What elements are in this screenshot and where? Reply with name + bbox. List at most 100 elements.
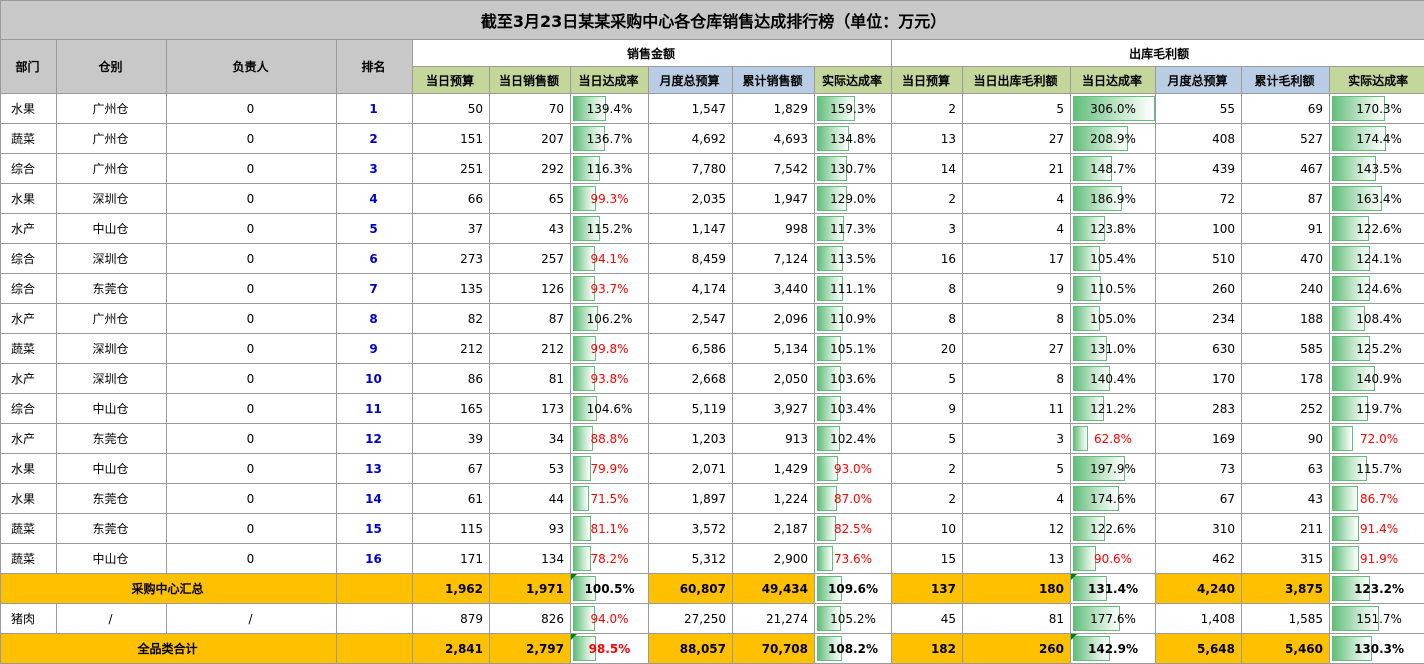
rate-value: 139.4%: [574, 102, 645, 116]
header-cum-sales: 累计销售额: [733, 67, 815, 94]
rank-cell: 9: [337, 334, 413, 364]
profit-cum-cell: 467: [1242, 154, 1330, 184]
day-budget-cell: 171: [413, 544, 490, 574]
owner-cell: 0: [167, 184, 337, 214]
owner-cell: 0: [167, 244, 337, 274]
dept-cell: 水产: [1, 364, 57, 394]
profit-day-cell: 13: [963, 544, 1071, 574]
day-sales-cell: 173: [490, 394, 571, 424]
rate-value: 86.7%: [1333, 492, 1424, 506]
actual-rate-cell: 108.2%: [815, 634, 892, 664]
profit-day-rate-cell: 105.4%: [1071, 244, 1156, 274]
owner-cell: 0: [167, 334, 337, 364]
day-rate-cell: 136.7%: [571, 124, 649, 154]
day-rate-cell: 116.3%: [571, 154, 649, 184]
actual-rate-cell: 134.8%: [815, 124, 892, 154]
profit-day-rate-cell: 142.9%: [1071, 634, 1156, 664]
profit-cum-cell: 470: [1242, 244, 1330, 274]
profit-cum-cell: 585: [1242, 334, 1330, 364]
owner-cell: /: [167, 604, 337, 634]
cum-sales-cell: 49,434: [733, 574, 815, 604]
month-budget-cell: 5,312: [649, 544, 733, 574]
rate-value: 93.7%: [574, 282, 645, 296]
rank-cell: 13: [337, 454, 413, 484]
rate-value: 117.3%: [818, 222, 888, 236]
month-budget-cell: 3,572: [649, 514, 733, 544]
owner-cell: 0: [167, 484, 337, 514]
day-budget-cell: 1,962: [413, 574, 490, 604]
cum-sales-cell: 1,947: [733, 184, 815, 214]
profit-cum-cell: 527: [1242, 124, 1330, 154]
profit-day-budget-cell: 2: [892, 184, 963, 214]
profit-month-budget-cell: 630: [1156, 334, 1242, 364]
profit-day-cell: 5: [963, 454, 1071, 484]
rate-value: 81.1%: [574, 522, 645, 536]
cum-sales-cell: 2,187: [733, 514, 815, 544]
rate-value: 103.6%: [818, 372, 888, 386]
dept-cell: 水产: [1, 424, 57, 454]
month-budget-cell: 27,250: [649, 604, 733, 634]
profit-day-budget-cell: 8: [892, 304, 963, 334]
rate-value: 82.5%: [818, 522, 888, 536]
profit-day-budget-cell: 13: [892, 124, 963, 154]
actual-rate-cell: 102.4%: [815, 424, 892, 454]
profit-month-budget-cell: 67: [1156, 484, 1242, 514]
cum-sales-cell: 1,429: [733, 454, 815, 484]
rate-value: 151.7%: [1333, 612, 1424, 626]
month-budget-cell: 60,807: [649, 574, 733, 604]
header-rank: 排名: [337, 40, 413, 94]
profit-day-cell: 8: [963, 364, 1071, 394]
header-profit-day-budget: 当日预算: [892, 67, 963, 94]
rank-cell: 7: [337, 274, 413, 304]
profit-day-budget-cell: 2: [892, 94, 963, 124]
profit-day-cell: 4: [963, 214, 1071, 244]
rank-cell-blank: [337, 604, 413, 634]
day-rate-cell: 94.1%: [571, 244, 649, 274]
dept-cell: 水果: [1, 184, 57, 214]
actual-rate-cell: 130.7%: [815, 154, 892, 184]
owner-cell: 0: [167, 94, 337, 124]
profit-day-rate-cell: 140.4%: [1071, 364, 1156, 394]
profit-month-budget-cell: 5,648: [1156, 634, 1242, 664]
profit-day-budget-cell: 8: [892, 274, 963, 304]
cum-sales-cell: 7,124: [733, 244, 815, 274]
day-rate-cell: 88.8%: [571, 424, 649, 454]
day-budget-cell: 273: [413, 244, 490, 274]
rate-value: 170.3%: [1333, 102, 1424, 116]
dept-cell: 水果: [1, 454, 57, 484]
header-warehouse: 仓别: [57, 40, 167, 94]
day-budget-cell: 165: [413, 394, 490, 424]
profit-day-rate-cell: 306.0%: [1071, 94, 1156, 124]
owner-cell: 0: [167, 394, 337, 424]
warehouse-cell: 东莞仓: [57, 424, 167, 454]
header-profit-day-profit: 当日出库毛利额: [963, 67, 1071, 94]
rate-value: 102.4%: [818, 432, 888, 446]
page-title: 截至3月23日某某采购中心各仓库销售达成排行榜（单位：万元）: [1, 1, 1424, 40]
profit-day-cell: 27: [963, 124, 1071, 154]
profit-actual-rate-cell: 125.2%: [1330, 334, 1424, 364]
day-rate-cell: 98.5%: [571, 634, 649, 664]
day-sales-cell: 53: [490, 454, 571, 484]
profit-day-budget-cell: 16: [892, 244, 963, 274]
profit-actual-rate-cell: 143.5%: [1330, 154, 1424, 184]
profit-day-rate-cell: 174.6%: [1071, 484, 1156, 514]
rate-value: 91.4%: [1333, 522, 1424, 536]
rate-value: 100.5%: [574, 582, 645, 596]
dept-cell: 水产: [1, 214, 57, 244]
warehouse-cell: /: [57, 604, 167, 634]
rate-value: 109.6%: [818, 582, 888, 596]
rate-value: 105.1%: [818, 342, 888, 356]
dept-cell: 蔬菜: [1, 124, 57, 154]
profit-day-rate-cell: 177.6%: [1071, 604, 1156, 634]
rate-value: 105.2%: [818, 612, 888, 626]
rate-value: 62.8%: [1074, 432, 1152, 446]
profit-cum-cell: 315: [1242, 544, 1330, 574]
rate-value: 93.8%: [574, 372, 645, 386]
